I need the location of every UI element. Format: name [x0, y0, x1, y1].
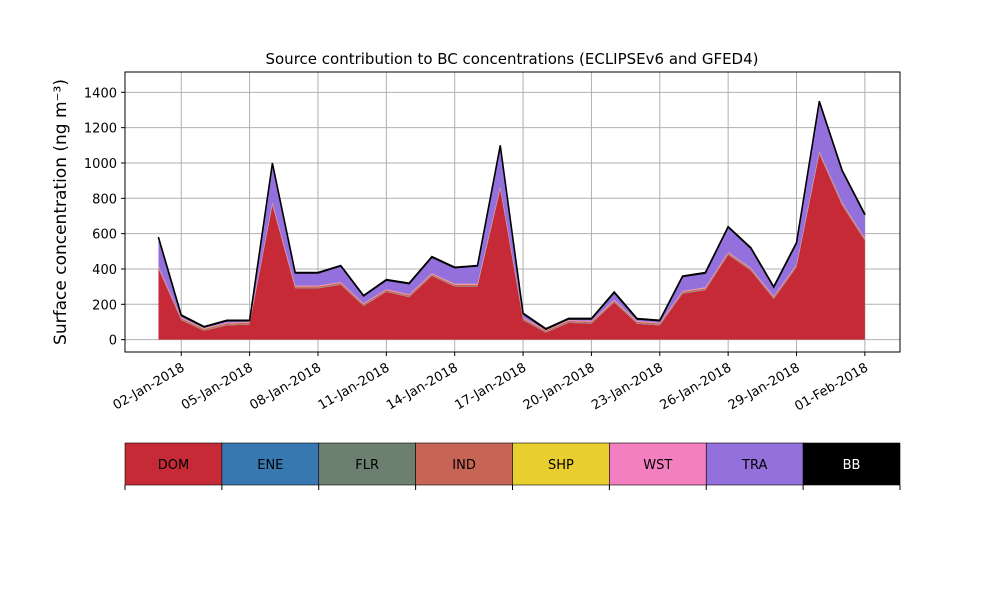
legend-swatch: [705, 442, 804, 486]
legend-label: BB: [843, 458, 861, 473]
legend-swatch: [802, 442, 901, 486]
y-tick-label: 400: [92, 263, 117, 278]
legend-swatch: [318, 442, 416, 486]
area: [158, 101, 865, 330]
x-tick-label: 29-Jan-2018: [726, 360, 803, 413]
x-tick-label: 01-Feb-2018: [792, 360, 871, 414]
y-tick-label: 800: [92, 192, 117, 207]
x-tick-label: 05-Jan-2018: [179, 360, 256, 413]
area: [158, 154, 865, 340]
y-tick-label: 1400: [84, 86, 117, 101]
y-tick-label: 1200: [84, 122, 117, 137]
x-tick-label: 14-Jan-2018: [384, 360, 461, 413]
x-tick-label: 23-Jan-2018: [589, 360, 666, 413]
legend-label: WST: [643, 458, 672, 473]
legend-swatch: [124, 442, 223, 486]
area: [157, 100, 866, 331]
areas: [157, 100, 866, 340]
legend-swatch: [609, 442, 707, 486]
x-tick-label: 17-Jan-2018: [452, 360, 529, 413]
legend-swatch: [512, 442, 610, 486]
y-tick-label: 1000: [84, 157, 117, 172]
legend: DOM ENE FLR IND SHP WST TRA BB: [124, 442, 901, 490]
legend-label: FLR: [355, 458, 379, 473]
grid: [125, 72, 900, 352]
y-axis-label: Surface concentration (ng m⁻³): [51, 79, 71, 345]
y-tick-label: 200: [92, 298, 117, 313]
x-tick-label: 02-Jan-2018: [111, 360, 188, 413]
y-tick-label: 600: [92, 228, 117, 243]
legend-swatch: [221, 442, 320, 486]
legend-label: SHP: [548, 458, 574, 473]
legend-label: ENE: [257, 458, 283, 473]
legend-label: TRA: [741, 458, 767, 473]
x-tick-label: 08-Jan-2018: [247, 360, 324, 413]
legend-label: DOM: [158, 458, 189, 473]
y-tick-label: 0: [109, 334, 117, 349]
x-tick-label: 20-Jan-2018: [521, 360, 598, 413]
x-tick-label: 11-Jan-2018: [316, 360, 393, 413]
plot-frame: [124, 71, 901, 353]
x-tick-label: 26-Jan-2018: [658, 360, 735, 413]
legend-label: IND: [452, 458, 476, 473]
chart-title: Source contribution to BC concentrations…: [265, 50, 758, 68]
legend-swatch: [415, 442, 513, 486]
